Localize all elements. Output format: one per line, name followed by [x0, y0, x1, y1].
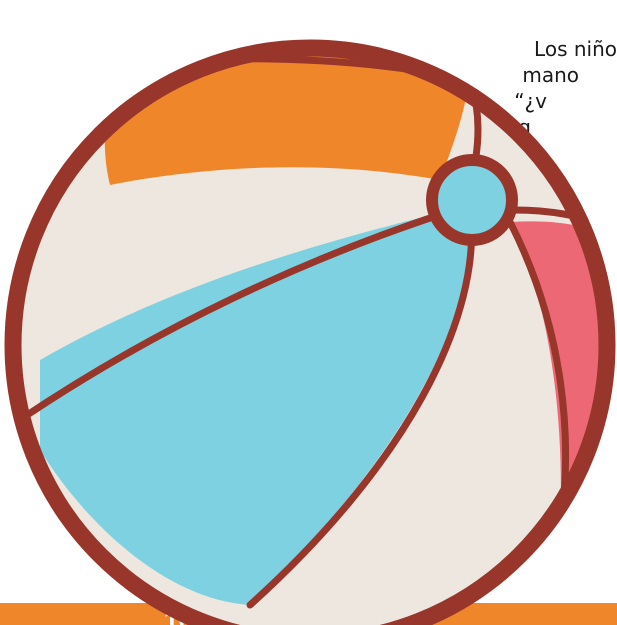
ball-valve-cap	[426, 154, 518, 246]
text-line-2: mano	[522, 63, 579, 87]
ball-orange-panel	[104, 48, 470, 185]
text-line-1: Los niño	[534, 37, 617, 61]
ball-blue-panel	[40, 205, 472, 605]
ball-outer-ring	[4, 39, 616, 625]
text-line-3: “¿v	[514, 89, 547, 113]
